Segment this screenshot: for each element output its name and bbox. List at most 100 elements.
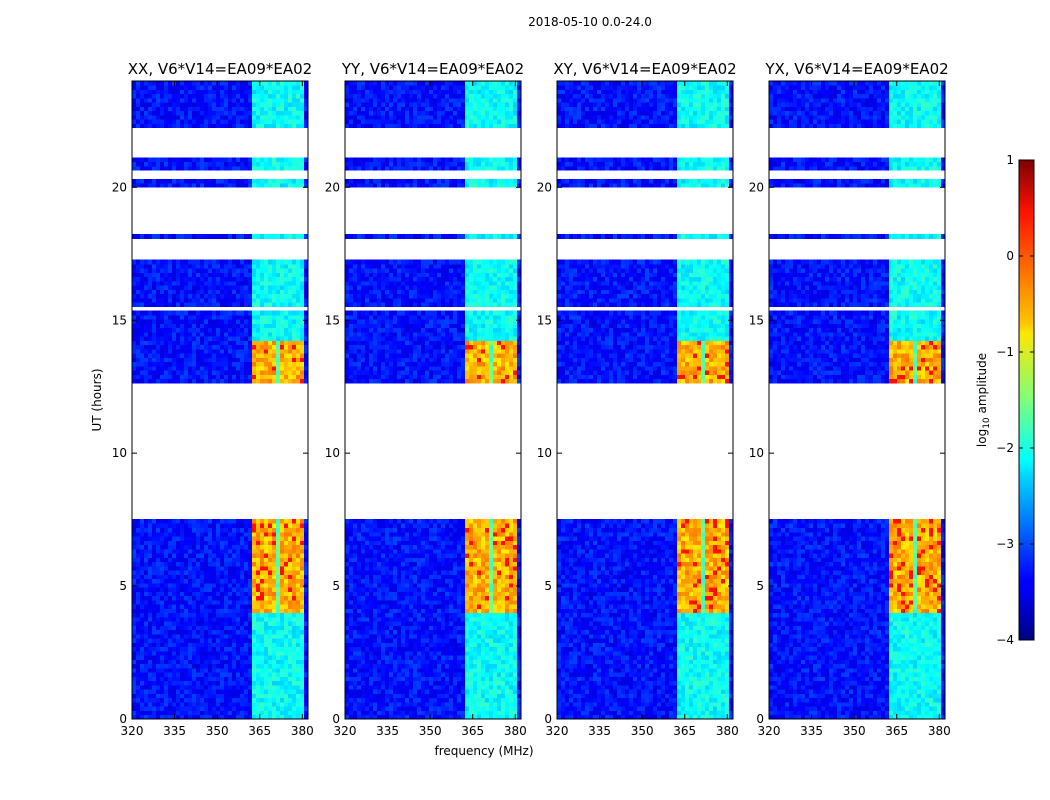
heatmap-cell — [481, 701, 486, 707]
heatmap-cell — [256, 81, 261, 86]
heatmap-cell — [288, 272, 293, 278]
heatmap-cell — [188, 548, 193, 554]
heatmap-cell — [300, 323, 305, 329]
heatmap-cell — [152, 344, 157, 350]
heatmap-cell — [240, 178, 245, 184]
heatmap-cell — [349, 633, 354, 639]
heatmap-cell — [132, 161, 137, 167]
heatmap-cell — [493, 684, 498, 690]
heatmap-cell — [248, 319, 253, 324]
heatmap-cell — [200, 293, 205, 299]
heatmap-cell — [353, 655, 358, 660]
heatmap-cell — [353, 714, 358, 720]
heatmap-cell — [204, 527, 209, 533]
heatmap-cell — [260, 93, 265, 99]
heatmap-cell — [385, 646, 390, 652]
heatmap-cell — [473, 680, 478, 686]
heatmap-cell — [136, 268, 141, 273]
heatmap-cell — [228, 123, 233, 129]
heatmap-cell — [152, 655, 157, 660]
heatmap-cell — [268, 646, 273, 652]
heatmap-cell — [292, 548, 297, 554]
heatmap-cell — [148, 123, 153, 129]
heatmap-cell — [268, 178, 273, 184]
heatmap-cell — [304, 693, 309, 699]
heatmap-cell — [481, 693, 486, 699]
heatmap-cell — [172, 676, 177, 682]
heatmap-cell — [296, 599, 301, 605]
heatmap-cell — [300, 578, 305, 584]
heatmap-cell — [172, 659, 177, 665]
heatmap-cell — [180, 540, 185, 546]
heatmap-cell — [509, 693, 514, 699]
heatmap-cell — [224, 625, 229, 631]
heatmap-cell — [148, 161, 153, 167]
heatmap-cell — [220, 548, 225, 554]
heatmap-cell — [300, 557, 305, 563]
heatmap-cell — [180, 361, 185, 367]
heatmap-cell — [188, 123, 193, 129]
heatmap-cell — [236, 693, 241, 699]
heatmap-cell — [164, 327, 169, 333]
heatmap-cell — [240, 123, 245, 129]
heatmap-cell — [248, 276, 253, 282]
heatmap-cell — [232, 693, 237, 699]
heatmap-cell — [240, 621, 245, 626]
heatmap-cell — [216, 616, 221, 622]
heatmap-cell — [409, 633, 414, 639]
heatmap-cell — [228, 102, 233, 107]
heatmap-cell — [164, 667, 169, 673]
heatmap-cell — [300, 701, 305, 707]
heatmap-cell — [144, 570, 149, 575]
heatmap-cell — [208, 536, 213, 541]
heatmap-cell — [148, 327, 153, 333]
heatmap-cell — [176, 157, 181, 163]
heatmap-cell — [288, 523, 293, 528]
heatmap-cell — [276, 102, 281, 107]
heatmap-cell — [264, 348, 269, 354]
heatmap-cell — [240, 638, 245, 643]
heatmap-cell — [385, 676, 390, 682]
heatmap-cell — [513, 663, 518, 669]
heatmap-cell — [240, 548, 245, 554]
heatmap-cell — [196, 642, 201, 648]
heatmap-cell — [264, 646, 269, 652]
heatmap-cell — [453, 663, 458, 669]
heatmap-cell — [292, 234, 297, 239]
heatmap-cell — [132, 259, 137, 265]
heatmap-cell — [172, 178, 177, 184]
heatmap-cell — [200, 331, 205, 337]
heatmap-cell — [272, 344, 277, 350]
heatmap-cell — [276, 178, 281, 184]
heatmap-cell — [252, 595, 257, 601]
heatmap-cell — [216, 297, 221, 303]
heatmap-cell — [228, 574, 233, 580]
heatmap-cell — [260, 302, 265, 307]
heatmap-cell — [156, 561, 161, 567]
heatmap-cell — [200, 655, 205, 660]
heatmap-cell — [264, 714, 269, 720]
heatmap-cell — [220, 336, 225, 341]
heatmap-cell — [272, 314, 277, 320]
heatmap-cell — [296, 259, 301, 265]
heatmap-cell — [148, 591, 153, 597]
heatmap-cell — [280, 523, 285, 528]
heatmap-cell — [260, 536, 265, 541]
heatmap-cell — [188, 519, 193, 524]
heatmap-cell — [509, 659, 514, 665]
heatmap-cell — [196, 106, 201, 112]
heatmap-cell — [276, 183, 281, 188]
heatmap-cell — [176, 519, 181, 524]
heatmap-cell — [156, 361, 161, 367]
heatmap-cell — [232, 582, 237, 588]
heatmap-cell — [248, 536, 253, 541]
heatmap-cell — [256, 604, 261, 609]
heatmap-cell — [212, 608, 217, 614]
heatmap-cell — [212, 285, 217, 290]
heatmap-cell — [296, 642, 301, 648]
heatmap-cell — [276, 336, 281, 341]
heatmap-cell — [164, 285, 169, 290]
heatmap-cell — [212, 259, 217, 265]
heatmap-cell — [276, 297, 281, 303]
heatmap-cell — [204, 540, 209, 546]
